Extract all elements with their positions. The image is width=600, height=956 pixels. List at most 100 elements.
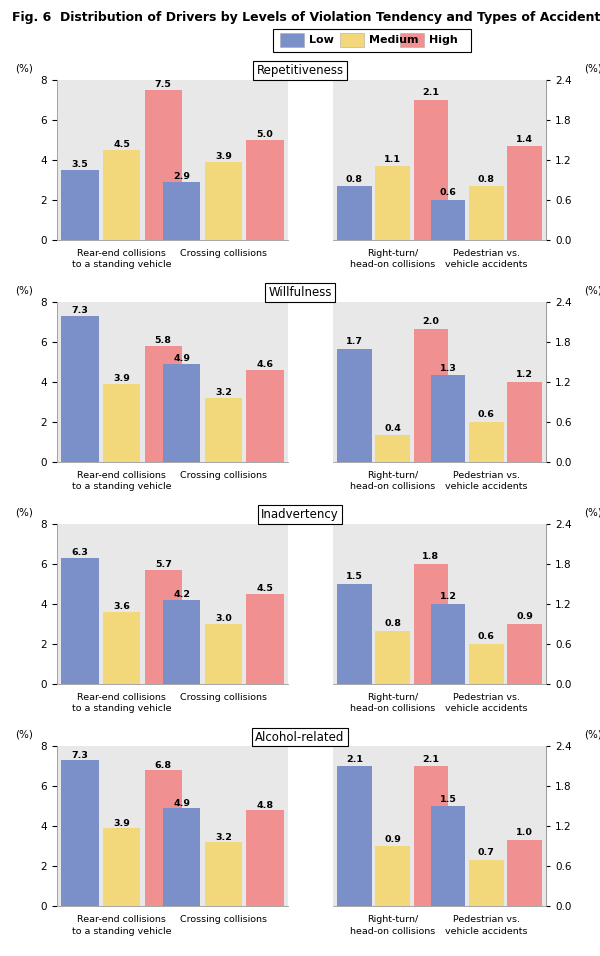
Text: (%): (%) bbox=[16, 286, 33, 295]
Bar bbox=[61, 315, 99, 462]
Bar bbox=[376, 631, 410, 684]
Text: 0.9: 0.9 bbox=[384, 835, 401, 844]
Bar bbox=[103, 149, 140, 240]
Bar bbox=[103, 829, 140, 906]
Text: (%): (%) bbox=[584, 63, 600, 74]
Text: 3.5: 3.5 bbox=[72, 160, 88, 169]
Text: 4.9: 4.9 bbox=[173, 354, 190, 363]
Text: 7.3: 7.3 bbox=[71, 750, 89, 760]
Bar bbox=[145, 771, 182, 906]
Text: 1.7: 1.7 bbox=[346, 337, 363, 346]
Text: 3.9: 3.9 bbox=[215, 152, 232, 161]
Text: 3.2: 3.2 bbox=[215, 833, 232, 841]
Text: 7.5: 7.5 bbox=[155, 79, 172, 89]
Text: 1.5: 1.5 bbox=[346, 573, 363, 581]
Text: 1.8: 1.8 bbox=[422, 553, 440, 561]
Text: 5.8: 5.8 bbox=[155, 337, 172, 345]
Bar bbox=[414, 767, 448, 906]
Text: 0.4: 0.4 bbox=[384, 424, 401, 432]
Bar bbox=[61, 558, 99, 684]
Bar bbox=[246, 140, 284, 240]
Bar bbox=[145, 90, 182, 240]
Text: 1.5: 1.5 bbox=[440, 794, 457, 804]
Bar bbox=[414, 564, 448, 684]
Text: 3.2: 3.2 bbox=[215, 388, 232, 397]
Text: 4.5: 4.5 bbox=[256, 584, 274, 594]
Text: Willfulness: Willfulness bbox=[268, 286, 332, 299]
Bar bbox=[205, 162, 242, 240]
Text: Low: Low bbox=[309, 35, 334, 45]
Bar bbox=[431, 375, 465, 462]
Text: 0.6: 0.6 bbox=[478, 410, 495, 420]
Bar bbox=[61, 760, 99, 906]
Text: 4.9: 4.9 bbox=[173, 798, 190, 808]
Text: 1.2: 1.2 bbox=[440, 593, 457, 601]
Bar bbox=[469, 422, 503, 462]
Bar bbox=[163, 182, 200, 240]
Bar bbox=[103, 612, 140, 684]
Text: 4.2: 4.2 bbox=[173, 591, 190, 599]
Bar bbox=[376, 166, 410, 240]
Text: 3.0: 3.0 bbox=[215, 615, 232, 623]
Bar bbox=[246, 811, 284, 906]
Bar bbox=[246, 594, 284, 684]
Text: Fig. 6  Distribution of Drivers by Levels of Violation Tendency and Types of Acc: Fig. 6 Distribution of Drivers by Levels… bbox=[12, 11, 600, 25]
Text: 0.6: 0.6 bbox=[478, 633, 495, 641]
Bar bbox=[431, 200, 465, 240]
Text: 7.3: 7.3 bbox=[71, 306, 89, 315]
Text: Medium: Medium bbox=[369, 35, 419, 45]
Text: 1.3: 1.3 bbox=[440, 363, 457, 373]
Bar bbox=[414, 99, 448, 240]
Text: 5.7: 5.7 bbox=[155, 560, 172, 570]
Text: 4.6: 4.6 bbox=[256, 360, 274, 369]
Bar bbox=[376, 435, 410, 462]
Bar bbox=[145, 346, 182, 462]
Bar bbox=[246, 370, 284, 462]
Bar bbox=[337, 584, 371, 684]
Bar bbox=[61, 169, 99, 240]
Text: 2.9: 2.9 bbox=[173, 172, 190, 181]
Text: 0.8: 0.8 bbox=[384, 619, 401, 628]
Text: 4.8: 4.8 bbox=[256, 800, 274, 810]
Bar bbox=[508, 624, 542, 684]
Text: 0.6: 0.6 bbox=[440, 188, 457, 197]
Text: (%): (%) bbox=[584, 508, 600, 518]
Text: 1.2: 1.2 bbox=[516, 370, 533, 380]
Bar bbox=[414, 329, 448, 462]
Text: 2.0: 2.0 bbox=[422, 316, 439, 326]
Bar bbox=[205, 842, 242, 906]
Text: 2.1: 2.1 bbox=[346, 754, 363, 764]
Bar bbox=[469, 644, 503, 684]
Text: 0.7: 0.7 bbox=[478, 848, 495, 858]
Text: 0.8: 0.8 bbox=[346, 175, 363, 184]
Bar bbox=[163, 809, 200, 906]
Text: (%): (%) bbox=[584, 286, 600, 295]
Bar bbox=[163, 600, 200, 684]
Text: 1.4: 1.4 bbox=[516, 135, 533, 143]
Bar bbox=[508, 839, 542, 906]
Bar bbox=[376, 846, 410, 906]
Text: 6.3: 6.3 bbox=[71, 549, 89, 557]
Text: Alcohol-related: Alcohol-related bbox=[256, 730, 344, 744]
Bar bbox=[469, 186, 503, 240]
Text: 3.9: 3.9 bbox=[113, 374, 130, 383]
Bar bbox=[469, 859, 503, 906]
Text: 6.8: 6.8 bbox=[155, 761, 172, 770]
Text: 1.0: 1.0 bbox=[516, 828, 533, 837]
Bar bbox=[431, 604, 465, 684]
Text: High: High bbox=[429, 35, 458, 45]
Text: 5.0: 5.0 bbox=[257, 130, 273, 139]
Text: (%): (%) bbox=[16, 730, 33, 740]
Text: 3.9: 3.9 bbox=[113, 818, 130, 828]
Bar bbox=[205, 398, 242, 462]
Bar bbox=[103, 384, 140, 462]
Text: (%): (%) bbox=[584, 730, 600, 740]
Text: 0.8: 0.8 bbox=[478, 175, 495, 184]
Text: 0.9: 0.9 bbox=[516, 613, 533, 621]
Bar bbox=[337, 767, 371, 906]
Text: 3.6: 3.6 bbox=[113, 602, 130, 611]
Bar bbox=[508, 146, 542, 240]
Text: 1.1: 1.1 bbox=[384, 155, 401, 163]
Bar bbox=[205, 624, 242, 684]
Bar bbox=[163, 364, 200, 462]
